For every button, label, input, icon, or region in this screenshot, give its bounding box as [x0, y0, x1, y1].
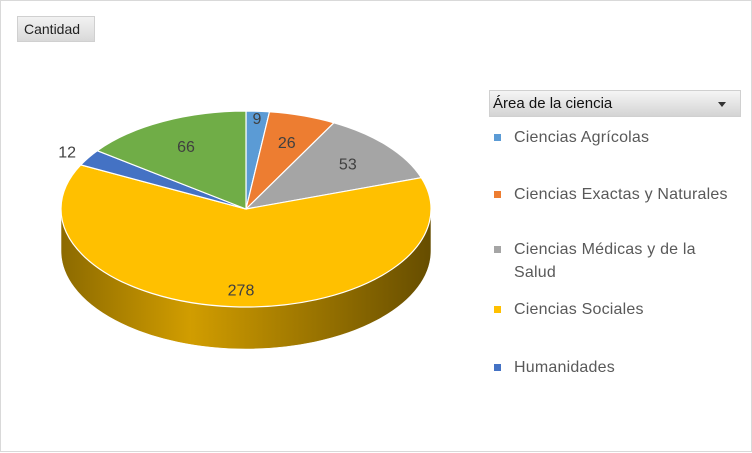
pie-slice-2[interactable] — [244, 122, 423, 210]
data-label: 278 — [228, 282, 255, 299]
legend-label: Ciencias Sociales — [514, 301, 644, 318]
legend-label: Ciencias Agrícolas — [514, 129, 650, 146]
chevron-down-icon[interactable] — [718, 102, 726, 107]
legend-title: Área de la ciencia — [493, 95, 613, 112]
legend-label: Ciencias Exactas y Naturales — [514, 186, 728, 203]
legend-swatch — [494, 364, 501, 371]
legend-filter-button[interactable]: Área de la ciencia — [489, 90, 741, 117]
value-field-button[interactable]: Cantidad — [17, 16, 95, 42]
legend-item[interactable]: Ciencias Exactas y Naturales — [489, 183, 741, 206]
legend-item[interactable]: Humanidades — [489, 356, 741, 379]
legend-item[interactable]: Ciencias Sociales — [489, 298, 741, 321]
legend-item[interactable]: Ciencias Agrícolas — [489, 126, 741, 149]
data-label: 12 — [58, 144, 76, 161]
data-label: 26 — [278, 135, 296, 152]
legend-label: Ciencias Médicas y de la Salud — [514, 241, 696, 281]
data-label: 66 — [177, 139, 195, 156]
legend: Área de la ciencia Ciencias Agrícolas Cie… — [489, 90, 741, 376]
legend-swatch — [494, 134, 501, 141]
legend-swatch — [494, 306, 501, 313]
data-label: 9 — [252, 111, 261, 128]
legend-item[interactable]: Ciencias Médicas y de la Salud — [489, 238, 741, 284]
legend-swatch — [494, 191, 501, 198]
legend-label: Humanidades — [514, 359, 615, 376]
legend-swatch — [494, 246, 501, 253]
data-label: 53 — [339, 157, 357, 174]
pie-slice-3[interactable] — [60, 164, 432, 308]
pie-slice-5[interactable] — [96, 110, 247, 210]
